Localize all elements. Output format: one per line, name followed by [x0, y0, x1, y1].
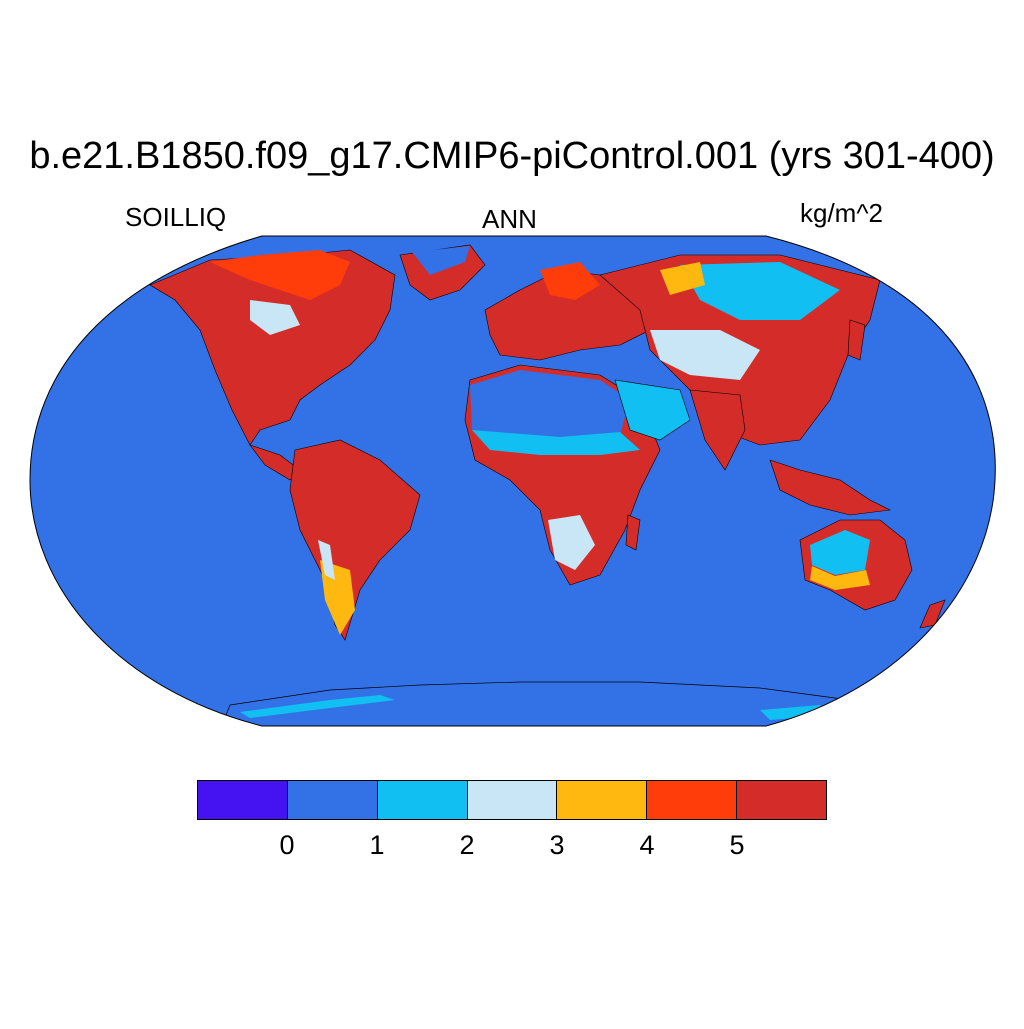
siberia-edge [660, 262, 705, 295]
colorbar-tick-label: 3 [549, 830, 565, 860]
colorbar-box [467, 781, 558, 819]
canada-north [210, 250, 350, 300]
colorbar-tick-label: 5 [729, 830, 745, 860]
sahel [472, 430, 640, 455]
antarctica-coast [240, 695, 395, 718]
colorbar-labels: 0 1 2 3 4 5 [197, 828, 827, 862]
indonesia [769, 459, 892, 516]
colorbar [197, 780, 827, 820]
canada-lakes [250, 300, 300, 335]
season-label: ANN [482, 204, 537, 234]
siberia-dry [680, 262, 840, 320]
sahara [470, 370, 630, 440]
andes-dry [318, 540, 335, 580]
australia-rim [810, 566, 870, 590]
south-america-south [320, 560, 355, 635]
colorbar-box [287, 781, 378, 819]
colorbar-tick-label: 0 [279, 830, 295, 860]
antarctica [219, 681, 861, 726]
southern-africa-dry [548, 515, 595, 570]
south-america [289, 439, 421, 641]
greenland-ice [412, 246, 470, 275]
north-america [149, 249, 396, 446]
variable-label: SOILLIQ [125, 202, 227, 232]
australia-interior [810, 530, 870, 575]
japan [847, 319, 866, 361]
arabia [614, 379, 691, 441]
globe-outline [29, 235, 996, 727]
colorbar-box [647, 781, 738, 819]
map-title: b.e21.B1850.f09_g17.CMIP6-piControl.001 … [29, 135, 995, 177]
colorbar-box [557, 781, 648, 819]
colorbar-tick-label: 2 [459, 830, 475, 860]
units-label: kg/m^2 [800, 198, 884, 228]
india [689, 389, 746, 471]
madagascar [625, 514, 641, 551]
colorbar-box [737, 781, 827, 819]
colorbar-box [198, 781, 288, 819]
colorbar-tick-label: 4 [639, 830, 655, 860]
colorbar-tick-label: 1 [369, 830, 385, 860]
colorbar-box [377, 781, 468, 819]
central-asia-dry [650, 330, 760, 380]
scandinavia [540, 262, 600, 300]
